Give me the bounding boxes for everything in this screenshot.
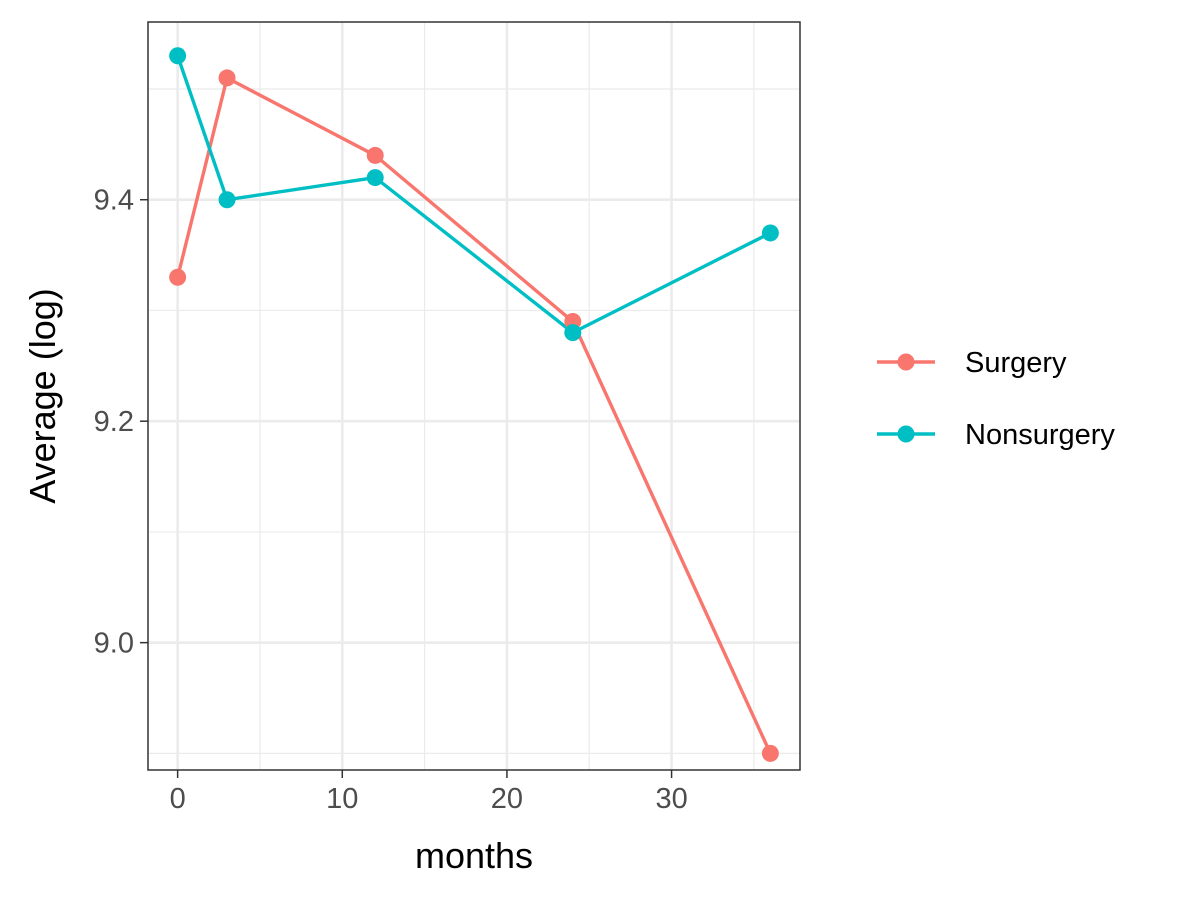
surgery-data-point	[761, 744, 779, 762]
plot-panel-background	[148, 22, 800, 770]
legend-label-surgery: Surgery	[965, 347, 1067, 379]
surgery-data-point	[169, 268, 187, 286]
legend-label-nonsurgery: Nonsurgery	[965, 419, 1115, 451]
major-gridlines	[148, 22, 800, 770]
x-axis: 0 10 20 30	[170, 770, 688, 815]
minor-gridlines	[148, 22, 800, 770]
nonsurgery-data-point	[366, 169, 384, 187]
legend-point-nonsurgery	[897, 425, 915, 443]
nonsurgery-data-point	[564, 324, 582, 342]
legend-point-surgery	[897, 353, 915, 371]
nonsurgery-data-point	[761, 224, 779, 242]
y-tick-label: 9.4	[94, 185, 134, 217]
surgery-data-point	[366, 146, 384, 164]
nonsurgery-data-point	[218, 191, 236, 209]
y-axis-title: Average (log)	[22, 288, 63, 503]
nonsurgery-data-point	[169, 47, 187, 65]
legend-key-surgery	[877, 353, 935, 371]
plot-panel-border	[147, 21, 801, 771]
surgery-data-point	[218, 69, 236, 87]
legend-key-nonsurgery	[877, 425, 935, 443]
x-tick-label: 20	[491, 783, 523, 815]
x-tick-label: 10	[326, 783, 358, 815]
x-tick-label: 0	[170, 783, 186, 815]
x-tick-label: 30	[655, 783, 687, 815]
y-tick-label: 9.2	[94, 406, 134, 438]
legend: Surgery Nonsurgery	[877, 347, 1115, 451]
series-points	[169, 47, 779, 762]
y-axis: 9.0 9.2 9.4	[94, 185, 148, 660]
x-axis-title: months	[415, 835, 533, 876]
y-tick-label: 9.0	[94, 628, 134, 660]
